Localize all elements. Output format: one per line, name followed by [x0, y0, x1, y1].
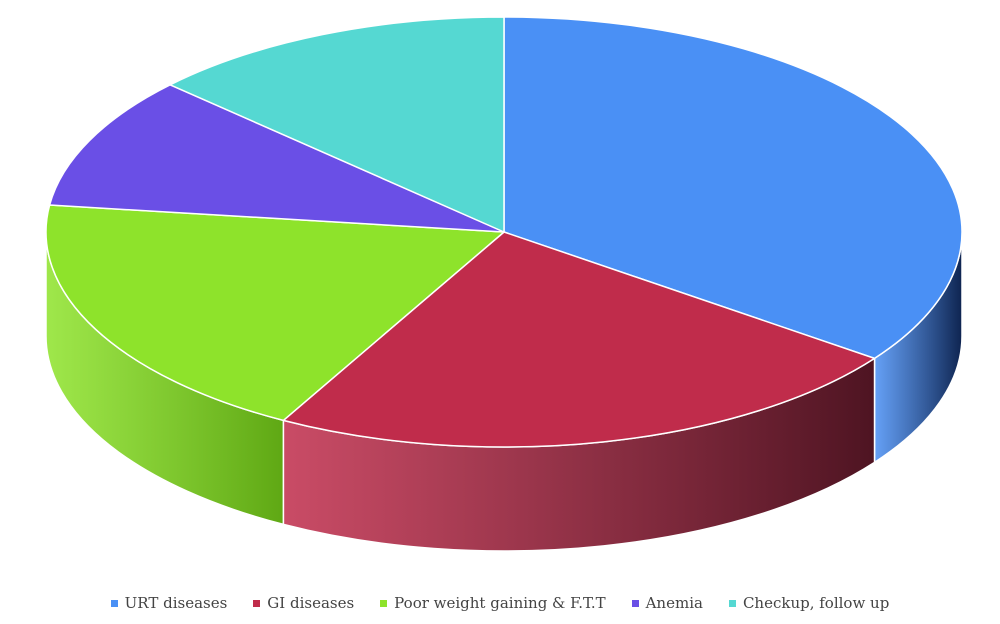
legend-item-anemia: Anemia — [631, 594, 703, 612]
slice-checkup-follow-up — [169, 16, 505, 233]
legend: URT diseases GI diseases Poor weight gaini… — [0, 590, 1000, 616]
pie-slices — [45, 16, 963, 448]
legend-swatch — [380, 599, 388, 607]
legend-label: URT diseases — [124, 594, 228, 612]
legend-swatch — [728, 599, 736, 607]
slice-anemia — [48, 84, 505, 233]
legend-swatch — [110, 599, 118, 607]
legend-item-gi-diseases: GI diseases — [253, 594, 354, 612]
legend-item-checkup-follow-up: Checkup, follow up — [728, 594, 890, 612]
slice-poor-weight-gaining-f-t-t — [45, 204, 505, 422]
legend-item-urt-diseases: URT diseases — [110, 594, 228, 612]
pie-chart — [45, 16, 963, 552]
legend-swatch — [253, 599, 261, 607]
legend-label: GI diseases — [267, 594, 355, 612]
legend-swatch — [631, 599, 639, 607]
legend-label: Checkup, follow up — [742, 594, 890, 612]
slice-gi-diseases — [282, 231, 876, 448]
legend-label: Poor weight gaining & F.T.T — [394, 594, 606, 612]
legend-item-poor-weight-gaining-f-t-t: Poor weight gaining & F.T.T — [380, 594, 606, 612]
legend-label: Anemia — [645, 594, 703, 612]
slice-urt-diseases — [503, 16, 963, 360]
